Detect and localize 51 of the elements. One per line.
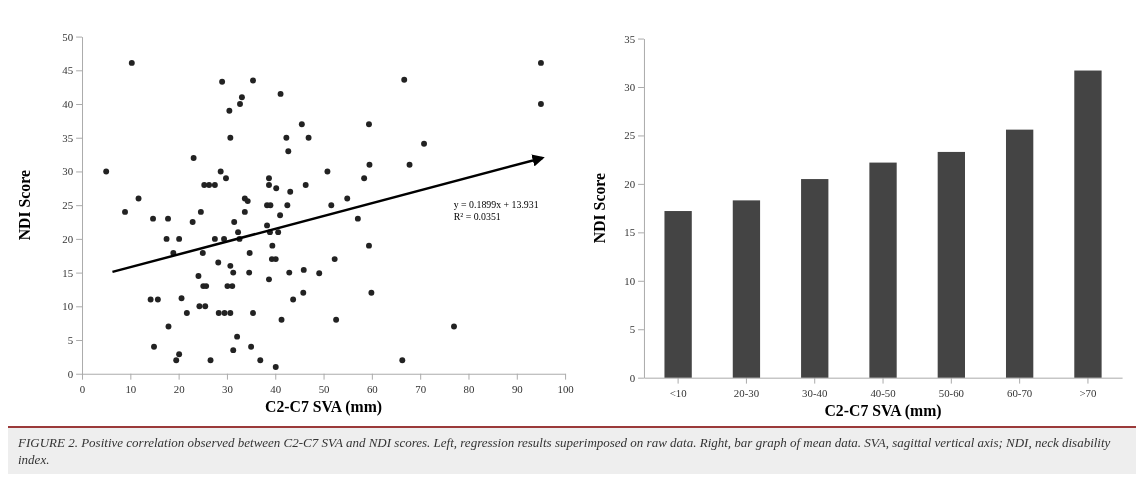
y-tick-label: 10 [624,274,636,287]
x-tick-label: 20 [173,383,185,396]
x-tick-label: 50-60 [938,387,964,400]
y-tick-label: 35 [62,131,74,144]
bar [732,200,761,378]
x-tick-label: 0 [79,383,86,396]
y-tick-label: 15 [62,266,74,279]
x-tick-label: >70 [1079,387,1097,400]
y-axis-title: NDI Score [590,173,608,244]
y-tick-label: 20 [624,177,636,190]
bar [1074,70,1102,378]
x-tick-label: 30-40 [802,387,828,400]
x-tick-label: 90 [511,383,523,396]
annotation: y = 0.1899x + 13.931 [453,199,539,211]
y-tick-label: 35 [624,32,636,45]
y-tick-label: 45 [62,64,74,77]
x-tick-label: 40 [270,383,282,396]
x-axis-title: C2-C7 SVA (mm) [824,402,942,421]
y-tick-label: 0 [629,371,636,384]
annotation: R² = 0.0351 [453,210,501,222]
x-tick-label: <10 [669,387,687,400]
x-tick-label: 30 [222,383,233,396]
y-tick-label: 5 [629,323,636,336]
x-tick-label: 50 [318,383,330,396]
bar [664,211,692,378]
bar [869,162,897,378]
y-tick-label: 30 [624,80,636,93]
x-tick-label: 80 [463,383,475,396]
y-tick-label: 50 [62,30,74,43]
x-tick-label: 10 [125,383,137,396]
x-tick-label: 40-50 [870,387,896,400]
y-tick-label: 15 [624,226,636,239]
y-tick-label: 25 [624,129,636,142]
caption: FIGURE 2. Positive correlation observed between C2-C7 SVA and NDI scores. Left, regression results superimposed on raw data. Right, bar graph of mean data. SVA, sagittal vertical axis; NDI, neck disability index. [8,426,1136,474]
bar [801,179,829,378]
y-tick-label: 40 [62,97,74,110]
x-tick-label: 100 [557,383,574,396]
y-tick-label: 20 [62,232,74,245]
x-tick-label: 70 [415,383,427,396]
y-axis-title: NDI Score [15,170,33,241]
x-axis-title: C2-C7 SVA (mm) [265,398,383,417]
y-tick-label: 10 [62,300,74,313]
x-tick-label: 20-30 [733,387,760,400]
bar [937,151,965,378]
bar [1005,129,1034,378]
y-tick-label: 5 [67,334,74,346]
y-tick-label: 25 [62,199,74,212]
y-tick-label: 30 [62,165,74,178]
y-tick-label: 0 [67,367,74,380]
x-tick-label: 60-70 [1007,387,1033,400]
x-tick-label: 60 [366,383,378,396]
